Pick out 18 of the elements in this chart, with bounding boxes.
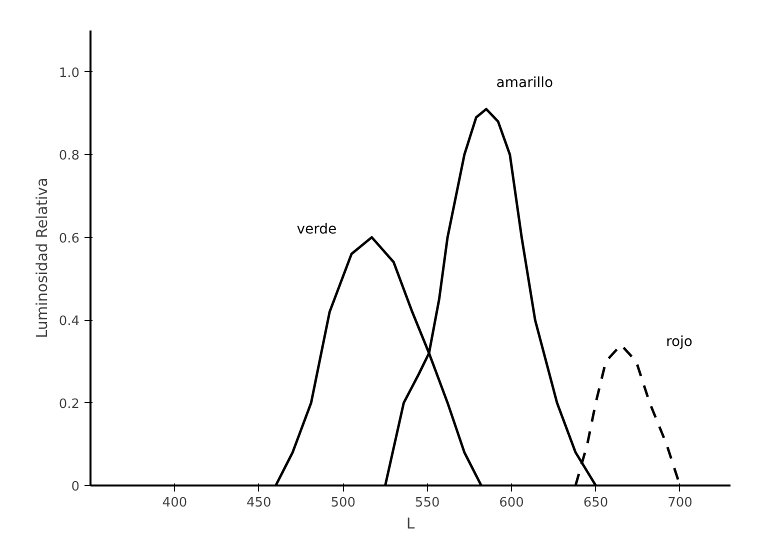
series-label: verde bbox=[296, 221, 337, 238]
y-tick-label: 1.0 bbox=[58, 66, 80, 81]
y-tick-label: 0.4 bbox=[58, 314, 80, 330]
y-tick-label: 0.2 bbox=[58, 396, 80, 412]
y-tick-label: 0.6 bbox=[58, 231, 80, 246]
x-tick-label: 400 bbox=[162, 496, 188, 510]
x-tick-label: 500 bbox=[330, 496, 356, 510]
x-tick-label: 600 bbox=[499, 496, 524, 510]
text: rojo bbox=[666, 334, 692, 350]
x-tick-label: 450 bbox=[246, 496, 272, 510]
y-tick-label: 0.8 bbox=[58, 148, 80, 164]
x-tick-label: 550 bbox=[414, 496, 440, 510]
x-tick-label: 700 bbox=[668, 496, 692, 510]
series-label: amarillo bbox=[496, 75, 554, 92]
y-tick-label: 0 bbox=[71, 480, 80, 494]
x-tick-label: 650 bbox=[583, 496, 608, 510]
x-axis-title: L bbox=[406, 514, 416, 532]
y-axis-title: Luminosidad Relativa bbox=[32, 178, 51, 338]
